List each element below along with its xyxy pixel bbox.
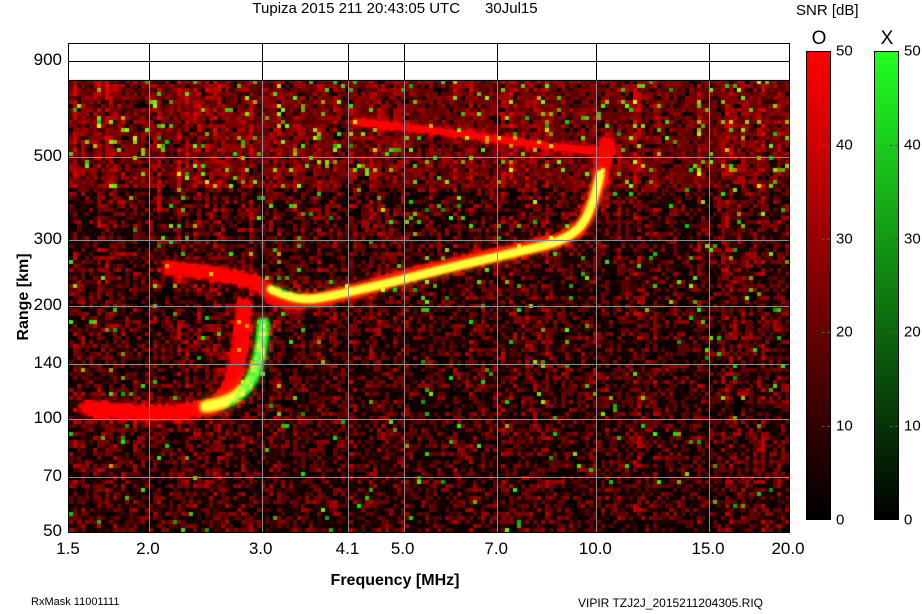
- colorbar-tick-label: 10: [836, 417, 853, 435]
- colorbar-x-gradient[interactable]: [874, 51, 899, 520]
- colorbar-tick-mark: [890, 144, 898, 146]
- colorbar-tick-label: 0: [904, 511, 913, 529]
- y-tick-label: 140: [33, 353, 62, 373]
- x-tick-label: 7.0: [484, 539, 509, 558]
- colorbar-x-header: X: [880, 28, 894, 49]
- colorbar-tick-mark: [822, 144, 830, 146]
- y-tick-label: 500: [33, 145, 62, 165]
- y-tick-label: 200: [33, 295, 62, 315]
- colorbar-tick-mark: [822, 426, 830, 428]
- colorbar-tick-label: 20: [836, 323, 853, 341]
- colorbar-tick-label: 40: [836, 136, 853, 154]
- x-tick-label: 15.0: [691, 539, 725, 558]
- x-tick-label: 10.0: [578, 539, 612, 558]
- colorbar-title: SNR [dB]: [796, 2, 859, 19]
- y-tick-label: 900: [33, 50, 62, 70]
- colorbar-tick-label: 40: [904, 136, 921, 154]
- source-file-label: VIPIR TZJ2J_2015211204305.RIQ: [578, 596, 764, 610]
- colorbar-tick-mark: [890, 426, 898, 428]
- colorbar-tick-mark: [822, 332, 830, 334]
- colorbar-tick-mark: [822, 238, 830, 240]
- y-tick-label: 300: [33, 229, 62, 249]
- rxmask-label: RxMask 11001111: [31, 596, 120, 608]
- colorbar-tick-label: 50: [904, 42, 921, 60]
- x-tick-label: 4.1: [335, 539, 360, 558]
- colorbar-tick-mark: [890, 332, 898, 334]
- x-tick-label: 3.0: [248, 539, 273, 558]
- x-axis-label: Frequency [MHz]: [330, 572, 460, 589]
- y-tick-label: 50: [43, 521, 62, 540]
- ionogram-canvas[interactable]: [69, 44, 789, 532]
- colorbar-o-header: O: [811, 28, 827, 49]
- x-tick-label: 2.0: [136, 539, 160, 558]
- y-tick-label: 70: [43, 466, 62, 486]
- colorbar-tick-label: 20: [904, 323, 921, 341]
- y-tick-label: 100: [33, 408, 62, 428]
- x-tick-label: 1.5: [56, 539, 80, 558]
- x-tick-label: 20.0: [771, 539, 805, 558]
- colorbar-tick-mark: [890, 238, 898, 240]
- x-tick-label: 5.0: [390, 539, 415, 558]
- colorbar-tick-label: 50: [836, 42, 853, 60]
- y-axis-label: Range [km]: [15, 253, 32, 341]
- colorbar-tick-label: 0: [836, 511, 845, 529]
- page-title: Tupiza 2015 211 20:43:05 UTC 30Jul15: [252, 0, 538, 17]
- colorbar-tick-label: 10: [904, 417, 921, 435]
- colorbar-tick-label: 30: [836, 230, 853, 248]
- colorbar-o-gradient[interactable]: [806, 51, 831, 520]
- colorbar-tick-label: 30: [904, 230, 921, 248]
